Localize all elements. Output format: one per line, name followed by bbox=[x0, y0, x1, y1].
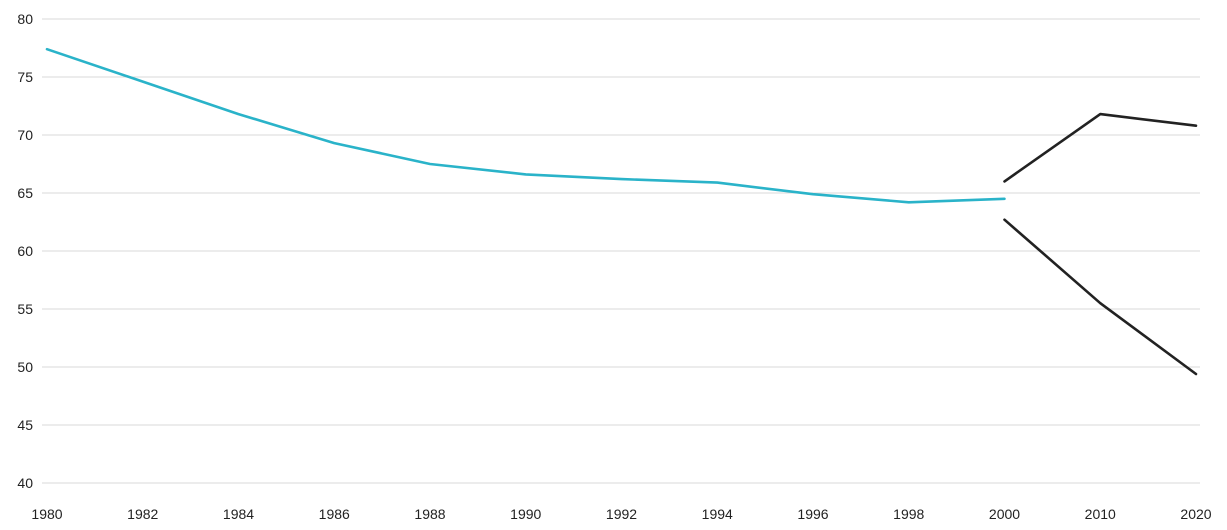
series-line-3 bbox=[1003, 218, 1198, 376]
y-tick-label: 80 bbox=[17, 11, 33, 27]
x-tick-label: 1982 bbox=[127, 506, 158, 522]
x-tick-label: 1992 bbox=[606, 506, 637, 522]
y-tick-label: 60 bbox=[17, 243, 33, 259]
y-tick-label: 55 bbox=[17, 301, 33, 317]
x-tick-label: 1984 bbox=[223, 506, 254, 522]
gridlines bbox=[42, 18, 1200, 484]
series-line-2 bbox=[1003, 112, 1198, 183]
y-tick-label: 65 bbox=[17, 185, 33, 201]
y-tick-label: 50 bbox=[17, 359, 33, 375]
x-tick-label: 2010 bbox=[1085, 506, 1116, 522]
x-tick-label: 1994 bbox=[702, 506, 733, 522]
x-tick-label: 2020 bbox=[1180, 506, 1211, 522]
x-tick-label: 1998 bbox=[893, 506, 924, 522]
x-tick-label: 1986 bbox=[319, 506, 350, 522]
series-lines bbox=[45, 47, 1198, 376]
y-axis-ticks: 40 45 50 55 60 65 70 75 80 bbox=[17, 11, 33, 491]
series-line-1 bbox=[45, 47, 1006, 204]
x-tick-label: 1990 bbox=[510, 506, 541, 522]
x-tick-label: 1988 bbox=[414, 506, 445, 522]
x-tick-label: 1980 bbox=[31, 506, 62, 522]
y-tick-label: 40 bbox=[17, 475, 33, 491]
y-tick-label: 45 bbox=[17, 417, 33, 433]
y-tick-label: 75 bbox=[17, 69, 33, 85]
x-tick-label: 2000 bbox=[989, 506, 1020, 522]
x-axis-ticks: 1980 1982 1984 1986 1988 1990 1992 1994 1996 1998… bbox=[31, 506, 1211, 522]
y-tick-label: 70 bbox=[17, 127, 33, 143]
x-tick-label: 1996 bbox=[797, 506, 828, 522]
